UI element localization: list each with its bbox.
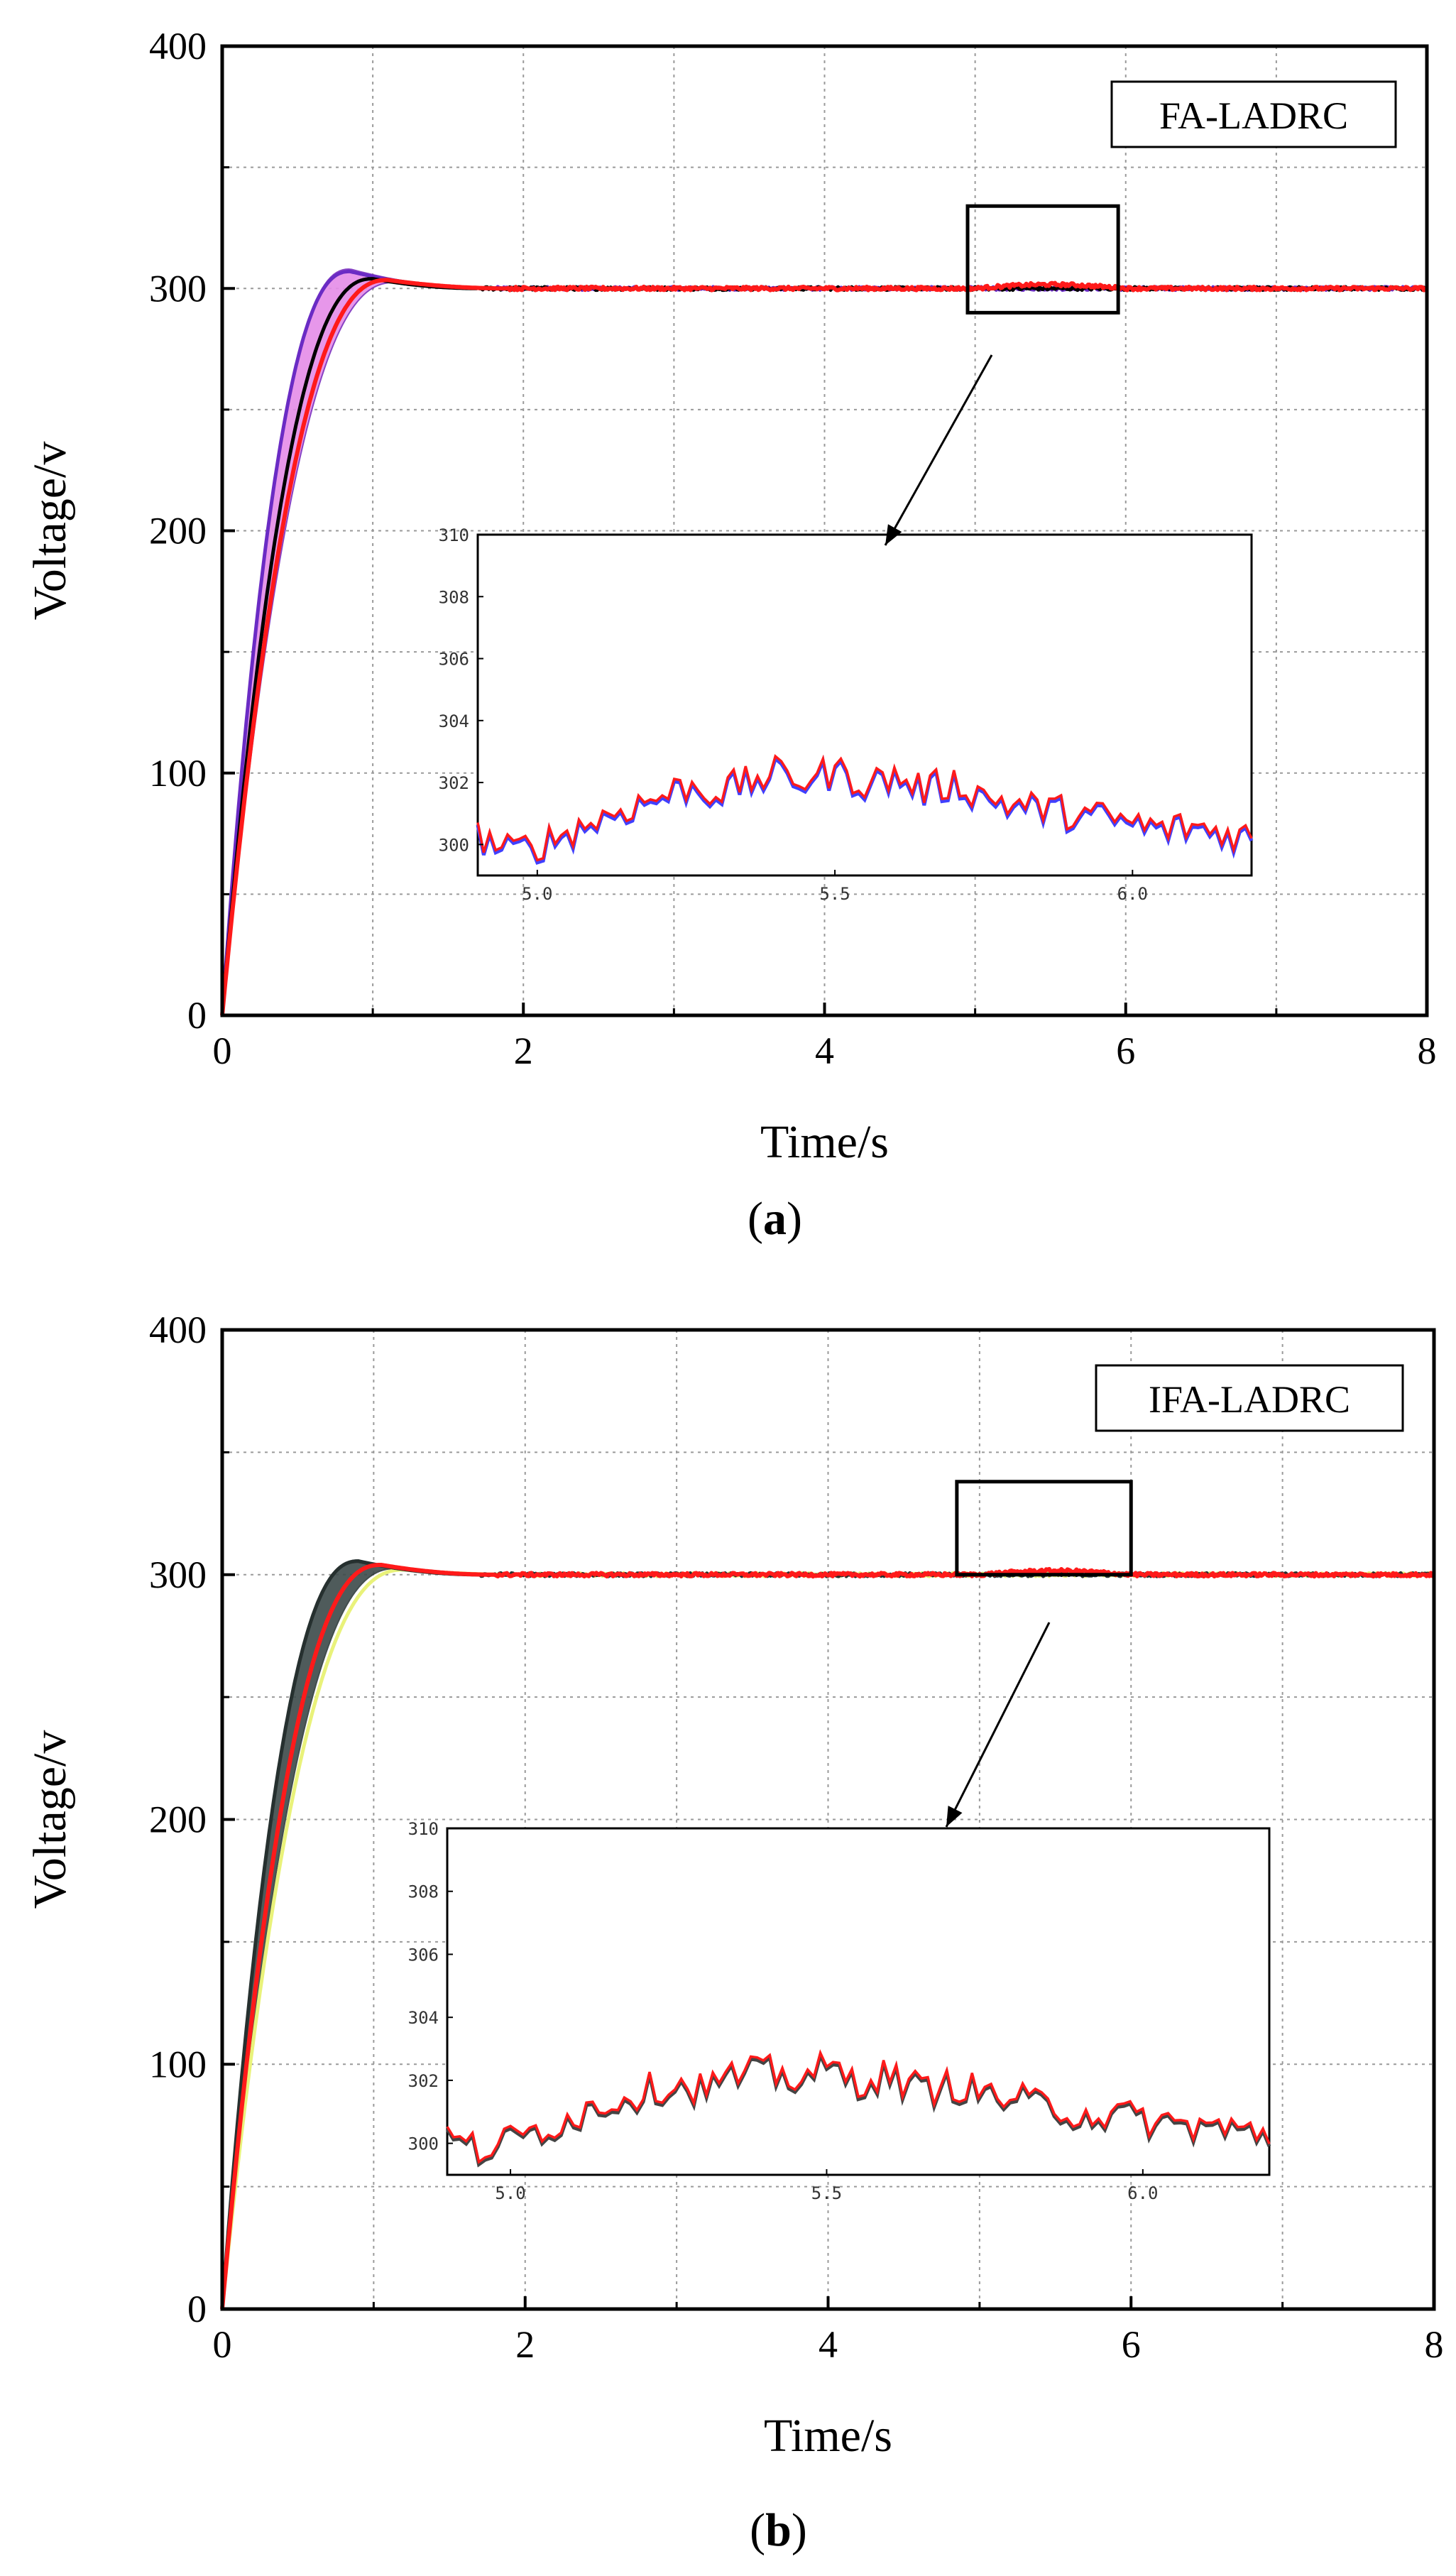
y-tick-label: 200 (149, 1799, 207, 1841)
y-tick-label: 400 (149, 25, 207, 67)
panel-a: 0 2 4 6 8 0 100 200 300 400 Time/s Voltage/v FA-LADR… (24, 25, 1437, 1245)
zoom-arrow (945, 1622, 1051, 1828)
series-red-line (220, 278, 1428, 1016)
y-tick-label: 300 (149, 267, 207, 310)
caption-close-paren: ) (792, 2504, 807, 2556)
caption-letter: b (765, 2504, 792, 2556)
inset-y-tick-label: 308 (408, 1882, 439, 1902)
caption-open-paren: ( (750, 2504, 765, 2556)
x-tick-label: 0 (213, 1030, 232, 1072)
inset-y-tick-label: 306 (408, 1945, 439, 1965)
inset-x-tick-label: 5.5 (819, 884, 850, 904)
inset-y-tick-label: 304 (439, 711, 469, 731)
inset-x-tick-label: 5.0 (495, 2183, 525, 2203)
inset-y-tick-label: 302 (439, 773, 469, 793)
method-label-text: IFA-LADRC (1149, 1378, 1350, 1421)
y-axis-title: Voltage/v (24, 1730, 76, 1909)
x-tick-label: 4 (815, 1030, 834, 1072)
x-tick-label: 2 (515, 2323, 535, 2366)
inset-y-tick-label: 310 (439, 525, 469, 545)
caption-close-paren: ) (787, 1193, 802, 1245)
x-tick-label: 8 (1425, 2323, 1444, 2366)
y-tick-label: 0 (187, 2288, 207, 2330)
inset-red-line (476, 754, 1253, 862)
x-axis-title: Time/s (764, 2410, 892, 2462)
inset-y-tick-label: 304 (408, 2008, 439, 2028)
zoom-arrow (884, 354, 993, 546)
panel-caption: (a) (748, 1193, 802, 1245)
zoom-window (955, 1480, 1133, 1577)
x-tick-label: 4 (819, 2323, 838, 2366)
inset-y-tick-label: 310 (408, 1819, 439, 1839)
grid (222, 46, 1427, 1015)
x-tick-label: 0 (213, 2323, 232, 2366)
inset-x-tick-label: 6.0 (1127, 2183, 1158, 2203)
x-tick-label: 2 (514, 1030, 533, 1072)
inset-y-tick-label: 308 (439, 587, 469, 607)
x-tick-label: 6 (1116, 1030, 1135, 1072)
method-label-box (1095, 1364, 1404, 1432)
inset: 5.0 5.5 6.0 300 302 304 306 308 310 (439, 525, 1254, 904)
x-tick-label: 6 (1122, 2323, 1141, 2366)
caption-letter: a (763, 1193, 787, 1245)
method-label-text: FA-LADRC (1159, 94, 1348, 137)
zoom-arrow-head (885, 524, 902, 545)
inset-y-tick-label: 300 (439, 835, 469, 855)
y-tick-label: 300 (149, 1554, 207, 1596)
caption-open-paren: ( (748, 1193, 763, 1245)
inset-y-tick-label: 302 (408, 2071, 439, 2091)
method-label-box (1110, 80, 1397, 148)
inset-x-tick-label: 5.5 (811, 2183, 842, 2203)
x-tick-label: 8 (1418, 1030, 1437, 1072)
y-tick-label: 400 (149, 1309, 207, 1351)
zoom-window (965, 204, 1120, 315)
panel-b: 0 2 4 6 8 0 100 200 300 400 Time/s Voltage/v IFA-LAD… (24, 1309, 1444, 2556)
inset-x-tick-label: 5.0 (522, 884, 552, 904)
y-tick-label: 200 (149, 510, 207, 552)
inset-under-line (476, 755, 1254, 865)
y-axis-title: Voltage/v (24, 442, 76, 621)
inset-y-tick-label: 306 (439, 650, 469, 670)
zoom-arrow-head (946, 1806, 963, 1827)
x-axis-title: Time/s (760, 1116, 889, 1168)
y-tick-label: 0 (187, 994, 207, 1037)
inset-red-line (446, 2049, 1271, 2164)
y-tick-label: 100 (149, 2043, 207, 2085)
inset: 5.0 5.5 6.0 300 302 304 306 308 310 (408, 1819, 1271, 2203)
inset-y-tick-label: 300 (408, 2134, 439, 2154)
y-tick-label: 100 (149, 752, 207, 795)
panel-caption: (b) (750, 2504, 807, 2556)
overshoot-envelope (221, 268, 522, 1016)
inset-x-tick-label: 6.0 (1117, 884, 1148, 904)
series-red-line (220, 1563, 1435, 2310)
